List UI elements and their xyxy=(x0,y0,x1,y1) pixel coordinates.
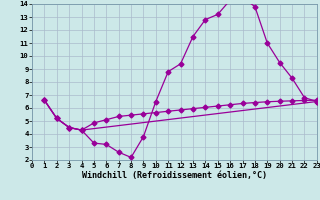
X-axis label: Windchill (Refroidissement éolien,°C): Windchill (Refroidissement éolien,°C) xyxy=(82,171,267,180)
